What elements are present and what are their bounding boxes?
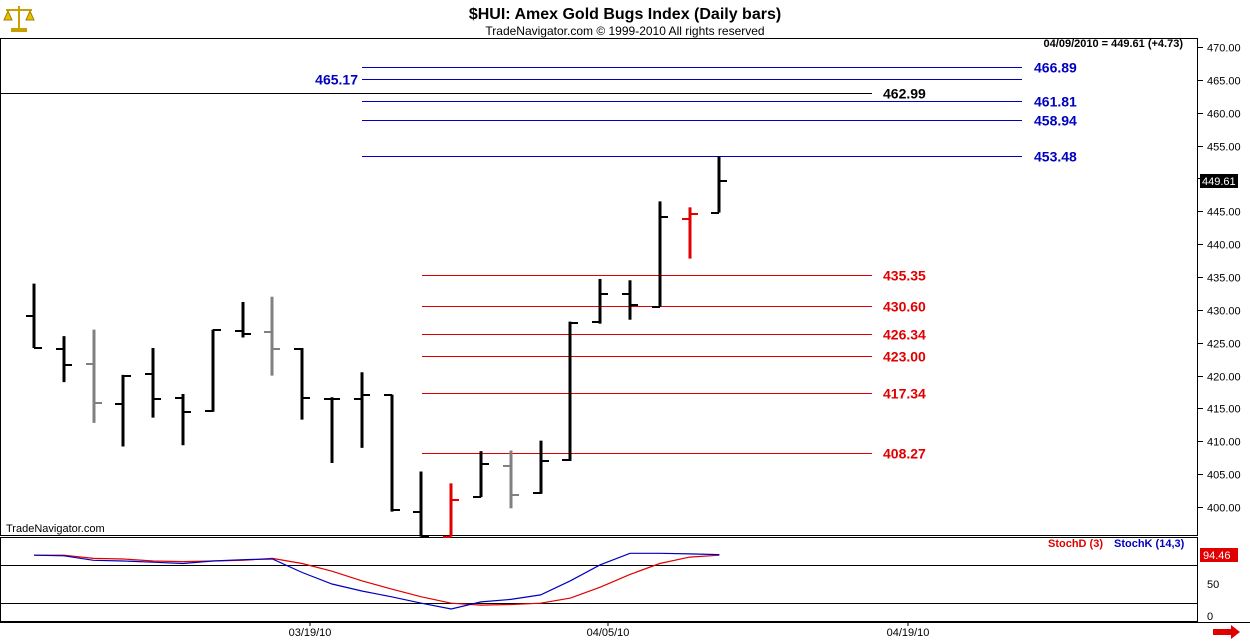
price-tick-label: 465.00 [1207, 76, 1241, 88]
stoch-series-line [33, 552, 720, 610]
ohlc-bar [324, 397, 340, 463]
price-tick-label: 440.00 [1207, 240, 1241, 252]
level-label: 458.94 [1034, 113, 1077, 129]
last-price-label: 449.61 [1202, 176, 1236, 188]
date-axis: 03/19/10 04/05/10 04/19/10 [289, 622, 930, 639]
stoch-tick-label: 0 [1207, 611, 1213, 623]
ohlc-bar [562, 321, 578, 461]
date-tick-label: 04/05/10 [587, 627, 630, 639]
price-tick-label: 420.00 [1207, 372, 1241, 384]
price-tick-label: 415.00 [1207, 404, 1241, 416]
chart-subtitle: TradeNavigator.com © 1999-2010 All right… [485, 24, 764, 38]
watermark: TradeNavigator.com [6, 523, 105, 535]
price-tick-label: 425.00 [1207, 339, 1241, 351]
level-label: 408.27 [883, 446, 926, 462]
stoch-value-label: 94.46 [1203, 550, 1231, 562]
indicator-panel-frame [0, 537, 1198, 622]
ohlc-bar [264, 296, 280, 376]
ohlc-bar [115, 374, 131, 447]
level-label: 417.34 [883, 386, 926, 402]
price-tick-label: 470.00 [1207, 43, 1241, 55]
ohlc-bar [533, 440, 549, 494]
level-label: 430.60 [883, 299, 926, 315]
scroll-right-arrow[interactable] [1213, 625, 1240, 639]
ohlc-bar [56, 336, 72, 383]
ohlc-bar [294, 347, 310, 420]
scales-icon[interactable] [2, 2, 36, 34]
stochastic-layer: 0 50 94.46 [0, 548, 1238, 623]
stoch-tick-label: 50 [1207, 579, 1219, 591]
price-tick-label: 405.00 [1207, 470, 1241, 482]
ohlc-bar [622, 280, 638, 320]
level-label: 462.99 [883, 86, 926, 102]
stoch-series-line [34, 554, 720, 606]
date-tick-label: 04/19/10 [887, 627, 930, 639]
ohlc-bar [711, 156, 727, 214]
ohlc-bar [413, 471, 429, 538]
price-axis: 400.00 405.00 410.00 415.00 420.00 425.00 430.… [1197, 43, 1241, 515]
ohlc-bar [354, 372, 370, 448]
price-tick-label: 410.00 [1207, 437, 1241, 449]
bars-layer [26, 156, 727, 538]
price-tick-label: 455.00 [1207, 142, 1241, 154]
ohlc-bar [86, 329, 102, 423]
ohlc-bar [205, 329, 221, 412]
ohlc-bar [145, 347, 161, 418]
ohlc-bar [384, 394, 400, 512]
price-tick-label: 445.00 [1207, 207, 1241, 219]
last-price-box [1200, 174, 1238, 188]
price-tick-label: 460.00 [1207, 109, 1241, 121]
ohlc-bar [26, 283, 42, 349]
ohlc-bar [652, 201, 668, 308]
level-label: 466.89 [1034, 60, 1077, 76]
ohlc-bar [682, 207, 698, 259]
level-label: 435.35 [883, 268, 926, 284]
ohlc-bar [473, 451, 489, 498]
price-tick-label: 435.00 [1207, 273, 1241, 285]
chart-title: $HUI: Amex Gold Bugs Index (Daily bars) [469, 6, 781, 23]
last-price-info: 04/09/2010 = 449.61 (+4.73) [1044, 38, 1184, 50]
levels-layer: 466.89 465.17 462.99 461.81 458.94 453.48 435.… [0, 60, 1077, 462]
level-label: 426.34 [883, 327, 926, 343]
ohlc-bar [592, 278, 608, 324]
level-label: 461.81 [1034, 94, 1077, 110]
level-label: 423.00 [883, 349, 926, 365]
ohlc-bar [235, 301, 251, 338]
date-tick-label: 03/19/10 [289, 627, 332, 639]
ohlc-bar [503, 450, 519, 509]
legend-stochd: StochD (3) [1048, 538, 1103, 550]
price-tick-label: 430.00 [1207, 306, 1241, 318]
ohlc-bar [175, 393, 191, 446]
legend-stochk: StochK (14,3) [1114, 538, 1185, 550]
price-tick-label: 400.00 [1207, 503, 1241, 515]
price-panel-frame [0, 38, 1198, 536]
level-label: 465.17 [315, 72, 358, 88]
level-label: 453.48 [1034, 149, 1077, 165]
ohlc-bar [443, 483, 459, 538]
stoch-value-box [1200, 548, 1238, 562]
